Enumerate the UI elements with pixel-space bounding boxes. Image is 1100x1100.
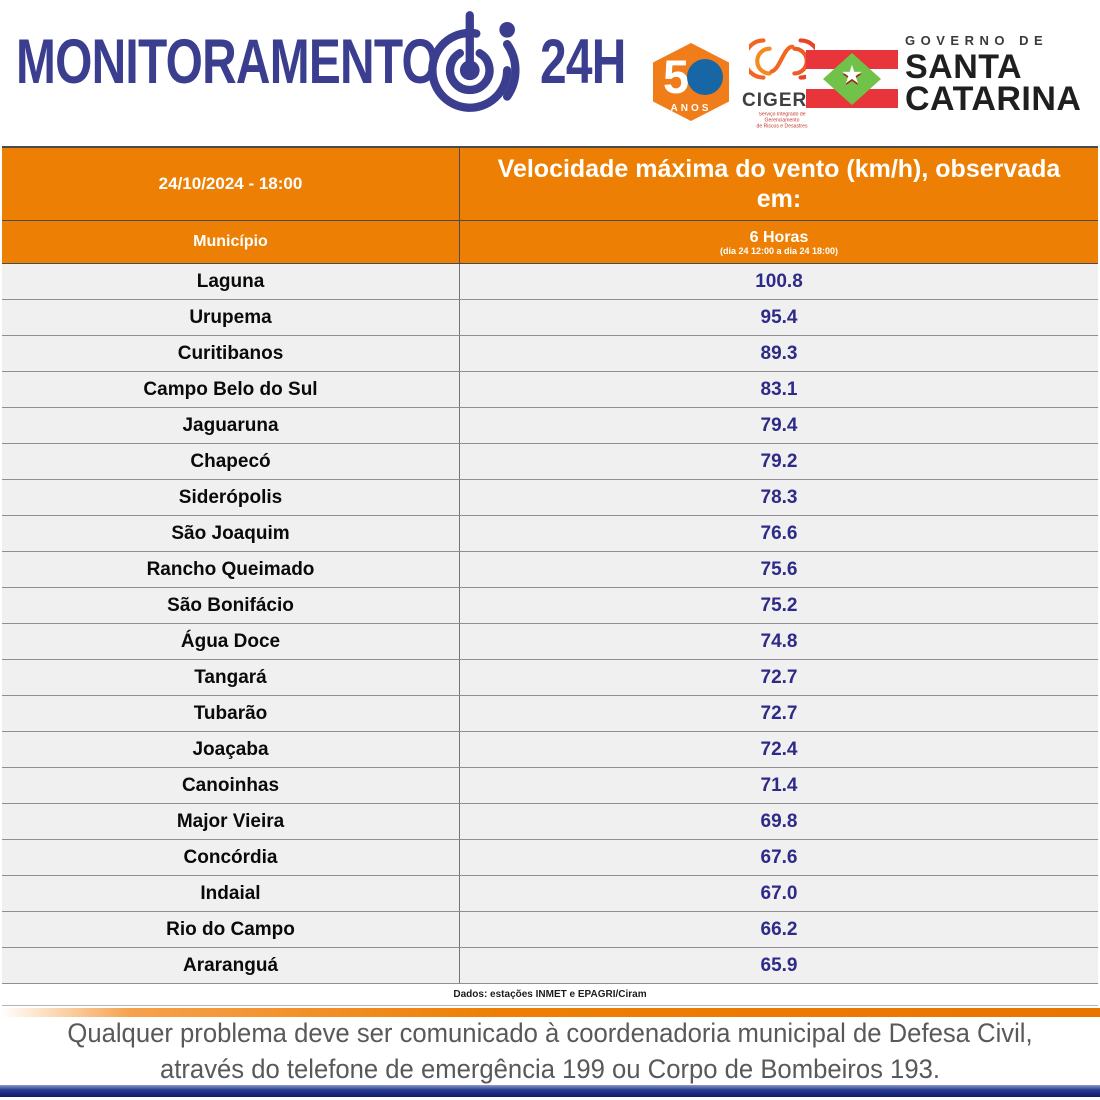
municipality-cell: Chapecó <box>2 444 460 479</box>
data-source-note: Dados: estações INMET e EPAGRI/Ciram <box>2 984 1098 1006</box>
governo-catarina-label: CATARINA <box>905 80 1082 118</box>
municipality-cell: Jaguaruna <box>2 408 460 443</box>
wind-value-cell: 100.8 <box>755 270 803 292</box>
municipality-cell: Urupema <box>2 300 460 335</box>
wind-value-cell: 67.6 <box>760 846 798 868</box>
emergency-notice: Qualquer problema deve ser comunicado à … <box>0 1017 1100 1085</box>
table-row: Água Doce 74.8 <box>2 624 1098 660</box>
municipality-cell: Major Vieira <box>2 804 460 839</box>
wind-value-cell: 75.2 <box>760 594 798 616</box>
table-row: Canoinhas 71.4 <box>2 768 1098 804</box>
municipality-cell: Siderópolis <box>2 480 460 515</box>
wind-value-cell: 67.0 <box>760 882 798 904</box>
table-row: Laguna 100.8 <box>2 264 1098 300</box>
table-row: Major Vieira 69.8 <box>2 804 1098 840</box>
municipality-cell: Tubarão <box>2 696 460 731</box>
table-row: São Bonifácio 75.2 <box>2 588 1098 624</box>
wind-value-cell: 72.4 <box>760 738 798 760</box>
governo-wordmark: GOVERNO DE SANTA CATARINA <box>905 33 1082 118</box>
brand-24h-label: 24H <box>540 27 626 97</box>
wind-value-cell: 74.8 <box>760 630 798 652</box>
navy-bottom-bar <box>0 1085 1100 1097</box>
notice-line2: através do telefone de emergência 199 ou… <box>159 1053 940 1084</box>
wind-value-cell: 75.6 <box>760 558 798 580</box>
table-row: São Joaquim 76.6 <box>2 516 1098 552</box>
municipality-cell: Canoinhas <box>2 768 460 803</box>
table-row: Tubarão 72.7 <box>2 696 1098 732</box>
wind-value-cell: 72.7 <box>760 702 798 724</box>
cigerd-name: CIGERD <box>742 90 822 111</box>
wind-value-cell: 95.4 <box>760 306 798 328</box>
brand-title: MONITORAMENTO <box>16 27 439 97</box>
municipality-cell: Água Doce <box>2 624 460 659</box>
wind-value-cell: 89.3 <box>760 342 798 364</box>
wind-value-cell: 76.6 <box>760 522 798 544</box>
flag-star-icon: ★ <box>840 61 864 89</box>
table-row: Araranguá 65.9 <box>2 948 1098 984</box>
table-row: Rio do Campo 66.2 <box>2 912 1098 948</box>
table-row: Joaçaba 72.4 <box>2 732 1098 768</box>
wind-value-cell: 83.1 <box>760 378 798 400</box>
anniversary-50-badge: 5 ANOS <box>650 40 732 124</box>
municipality-cell: Araranguá <box>2 948 460 983</box>
municipality-cell: São Bonifácio <box>2 588 460 623</box>
datetime-cell: 24/10/2024 - 18:00 <box>2 148 460 220</box>
municipality-cell: Indaial <box>2 876 460 911</box>
notice-line1: Qualquer problema deve ser comunicado à … <box>67 1017 1033 1048</box>
table-row: Concórdia 67.6 <box>2 840 1098 876</box>
wind-value-cell: 72.7 <box>760 666 798 688</box>
municipality-cell: Rancho Queimado <box>2 552 460 587</box>
cigerd-subtitle-line1: Serviço Integrado de Gerenciamento <box>758 112 806 124</box>
wind-value-cell: 71.4 <box>760 774 798 796</box>
radar-icon <box>428 11 520 112</box>
table-row: Chapecó 79.2 <box>2 444 1098 480</box>
governo-santa-label: SANTA <box>905 48 1023 86</box>
badge-anos-label: ANOS <box>670 103 712 114</box>
table-row: Jaguaruna 79.4 <box>2 408 1098 444</box>
municipality-cell: Concórdia <box>2 840 460 875</box>
cigerd-logo: CIGERD Serviço Integrado de Gerenciament… <box>742 34 822 133</box>
period-label: 6 Horas <box>749 228 809 246</box>
municipality-cell: Curitibanos <box>2 336 460 371</box>
table-body: Laguna 100.8 Urupema 95.4 Curitibanos 89.3 Cam… <box>2 264 1098 984</box>
table-row: Tangará 72.7 <box>2 660 1098 696</box>
table-row: Siderópolis 78.3 <box>2 480 1098 516</box>
municipality-cell: São Joaquim <box>2 516 460 551</box>
table-columns-row: Município 6 Horas (dia 24 12:00 a dia 24… <box>2 221 1098 264</box>
municipality-cell: Rio do Campo <box>2 912 460 947</box>
header: MONITORAMENTO 24H 5 ANOS <box>0 0 1100 146</box>
table-title: Velocidade máxima do vento (km/h), obser… <box>497 155 1061 213</box>
table-row: Indaial 67.0 <box>2 876 1098 912</box>
municipality-cell: Tangará <box>2 660 460 695</box>
period-column-header: 6 Horas (dia 24 12:00 a dia 24 18:00) <box>460 221 1098 263</box>
cigerd-subtitle: Serviço Integrado de Gerenciamento de Ri… <box>748 112 816 130</box>
badge-digit-5: 5 <box>663 50 690 103</box>
period-range-label: (dia 24 12:00 a dia 24 18:00) <box>719 245 839 256</box>
table-row: Curitibanos 89.3 <box>2 336 1098 372</box>
badge-digit-0-circle <box>687 59 723 95</box>
municipality-cell: Joaçaba <box>2 732 460 767</box>
wind-value-cell: 69.8 <box>760 810 798 832</box>
wind-value-cell: 79.4 <box>760 414 798 436</box>
cigerd-subtitle-line2: de Riscos e Desastres <box>756 123 808 129</box>
wind-value-cell: 78.3 <box>760 486 798 508</box>
wind-value-cell: 66.2 <box>760 918 798 940</box>
table-row: Campo Belo do Sul 83.1 <box>2 372 1098 408</box>
municipality-cell: Laguna <box>2 264 460 299</box>
table-row: Rancho Queimado 75.6 <box>2 552 1098 588</box>
governo-de-label: GOVERNO DE <box>905 33 1049 48</box>
wind-value-cell: 79.2 <box>760 450 798 472</box>
santa-catarina-flag: ★ <box>806 50 898 108</box>
wind-value-cell: 65.9 <box>760 954 798 976</box>
orange-divider-bar <box>0 1008 1100 1017</box>
table-title-row: 24/10/2024 - 18:00 Velocidade máxima do … <box>2 148 1098 221</box>
municipality-cell: Campo Belo do Sul <box>2 372 460 407</box>
municipality-column-header: Município <box>2 221 460 263</box>
wind-speed-table: 24/10/2024 - 18:00 Velocidade máxima do … <box>2 146 1098 1006</box>
table-row: Urupema 95.4 <box>2 300 1098 336</box>
